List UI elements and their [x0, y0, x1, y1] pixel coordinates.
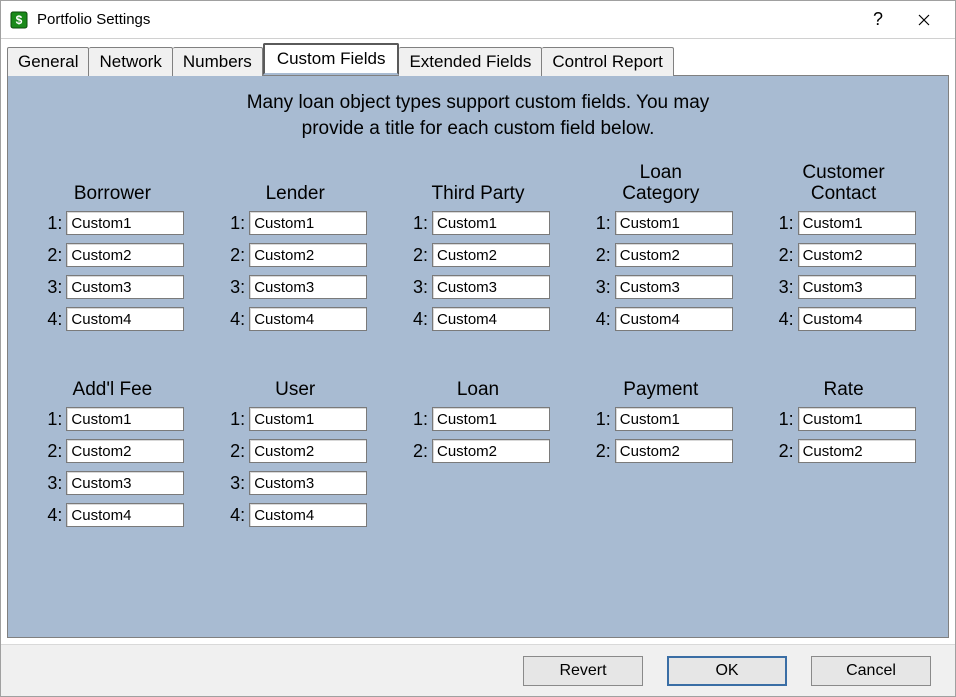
rate-field-1[interactable]	[798, 407, 916, 431]
label-1: 1:	[40, 213, 62, 234]
lender-field-4[interactable]	[249, 307, 367, 331]
borrower-field-1[interactable]	[66, 211, 184, 235]
tab-custom-fields[interactable]: Custom Fields	[263, 43, 400, 75]
user-field-1[interactable]	[249, 407, 367, 431]
desc-line2: provide a title for each custom field be…	[302, 118, 655, 139]
header-borrower: Borrower	[74, 159, 151, 205]
third-party-field-4[interactable]	[432, 307, 550, 331]
addl-fee-field-1[interactable]	[66, 407, 184, 431]
borrower-field-3[interactable]	[66, 275, 184, 299]
third-party-field-3[interactable]	[432, 275, 550, 299]
ok-button[interactable]: OK	[667, 656, 787, 686]
desc-line1: Many loan object types support custom fi…	[247, 92, 710, 113]
label-3: 3:	[40, 277, 62, 298]
addl-fee-field-2[interactable]	[66, 439, 184, 463]
custom-fields-panel: Many loan object types support custom fi…	[7, 76, 949, 638]
customer-contact-field-4[interactable]	[798, 307, 916, 331]
user-field-3[interactable]	[249, 471, 367, 495]
rate-field-2[interactable]	[798, 439, 916, 463]
col-third-party: Third Party 1: 2: 3: 4:	[394, 159, 563, 339]
header-user: User	[275, 379, 315, 401]
col-lender: Lender 1: 2: 3: 4:	[211, 159, 380, 339]
lender-field-1[interactable]	[249, 211, 367, 235]
panel-description: Many loan object types support custom fi…	[28, 90, 928, 141]
title-bar: $ Portfolio Settings ?	[1, 1, 955, 39]
window-title: Portfolio Settings	[37, 11, 150, 28]
tab-numbers[interactable]: Numbers	[173, 47, 263, 76]
loan-category-field-3[interactable]	[615, 275, 733, 299]
third-party-field-2[interactable]	[432, 243, 550, 267]
col-user: User 1: 2: 3: 4:	[211, 379, 380, 535]
third-party-field-1[interactable]	[432, 211, 550, 235]
customer-contact-field-2[interactable]	[798, 243, 916, 267]
loan-field-2[interactable]	[432, 439, 550, 463]
tab-extended-fields[interactable]: Extended Fields	[399, 47, 542, 76]
tab-general[interactable]: General	[7, 47, 89, 76]
cancel-button[interactable]: Cancel	[811, 656, 931, 686]
borrower-field-2[interactable]	[66, 243, 184, 267]
header-lender: Lender	[266, 159, 325, 205]
addl-fee-field-3[interactable]	[66, 471, 184, 495]
header-loan: Loan	[457, 379, 499, 401]
header-payment: Payment	[623, 379, 698, 401]
col-customer-contact: Customer Contact 1: 2: 3: 4:	[759, 159, 928, 339]
close-button[interactable]	[901, 1, 947, 39]
col-addl-fee: Add'l Fee 1: 2: 3: 4:	[28, 379, 197, 535]
customer-contact-field-3[interactable]	[798, 275, 916, 299]
header-loan-category: Loan Category	[622, 159, 699, 205]
col-loan: Loan 1: 2:	[394, 379, 563, 535]
loan-category-field-4[interactable]	[615, 307, 733, 331]
col-payment: Payment 1: 2:	[576, 379, 745, 535]
tab-strip: General Network Numbers Custom Fields Ex…	[1, 39, 955, 75]
tab-control-report[interactable]: Control Report	[542, 47, 674, 76]
addl-fee-field-4[interactable]	[66, 503, 184, 527]
col-rate: Rate 1: 2:	[759, 379, 928, 535]
fields-grid: Borrower 1: 2: 3: 4: Lender 1: 2: 3: 4: …	[28, 159, 928, 535]
tab-network[interactable]: Network	[89, 47, 172, 76]
customer-contact-field-1[interactable]	[798, 211, 916, 235]
payment-field-2[interactable]	[615, 439, 733, 463]
payment-field-1[interactable]	[615, 407, 733, 431]
help-button[interactable]: ?	[855, 1, 901, 39]
user-field-4[interactable]	[249, 503, 367, 527]
revert-button[interactable]: Revert	[523, 656, 643, 686]
svg-text:$: $	[16, 13, 23, 27]
app-icon: $	[9, 10, 29, 30]
borrower-field-4[interactable]	[66, 307, 184, 331]
loan-category-field-1[interactable]	[615, 211, 733, 235]
header-addl-fee: Add'l Fee	[73, 379, 153, 401]
header-rate: Rate	[824, 379, 864, 401]
col-borrower: Borrower 1: 2: 3: 4:	[28, 159, 197, 339]
lender-field-3[interactable]	[249, 275, 367, 299]
col-loan-category: Loan Category 1: 2: 3: 4:	[576, 159, 745, 339]
loan-field-1[interactable]	[432, 407, 550, 431]
loan-category-field-2[interactable]	[615, 243, 733, 267]
button-bar: Revert OK Cancel	[1, 644, 955, 696]
label-2: 2:	[40, 245, 62, 266]
header-third-party: Third Party	[432, 159, 525, 205]
header-customer-contact: Customer Contact	[802, 159, 884, 205]
lender-field-2[interactable]	[249, 243, 367, 267]
label-4: 4:	[40, 309, 62, 330]
user-field-2[interactable]	[249, 439, 367, 463]
